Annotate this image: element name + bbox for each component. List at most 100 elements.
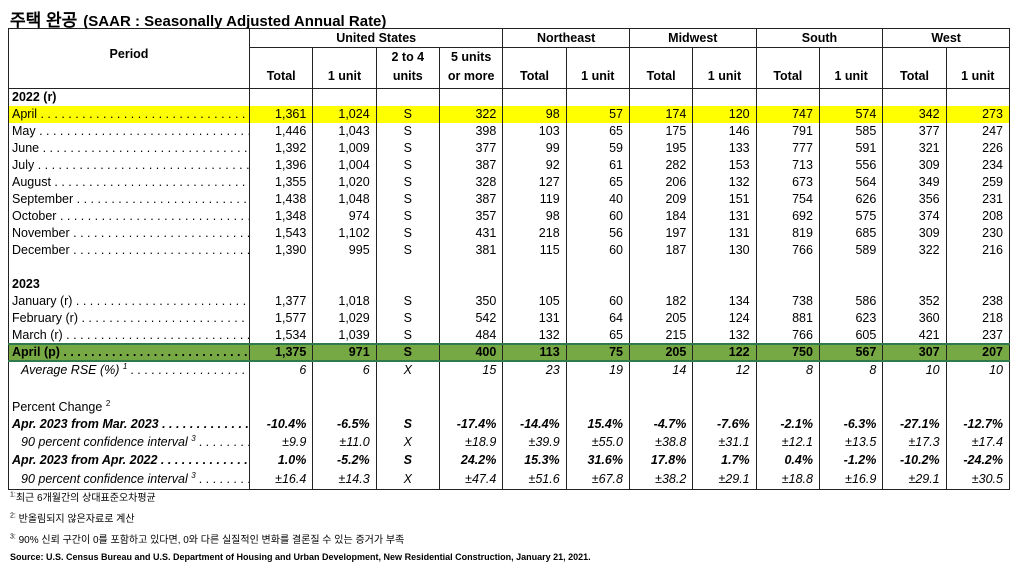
- data-cell: 153: [692, 156, 757, 174]
- data-cell: S: [375, 122, 440, 140]
- table-row: Percent Change 2: [8, 397, 1010, 415]
- row-label-text: January (r): [12, 294, 73, 308]
- data-cell: [882, 88, 947, 106]
- row-label: July: [8, 156, 250, 174]
- data-cell: -5.2%: [312, 450, 377, 469]
- data-cell: 626: [818, 190, 884, 208]
- data-cell: 350: [438, 292, 504, 310]
- row-label-text: April (p): [12, 345, 60, 359]
- data-cell: 56: [565, 224, 630, 242]
- data-cell: 120: [692, 105, 757, 123]
- row-label-text: May: [12, 124, 36, 138]
- data-cell: [755, 275, 820, 293]
- row-label: May: [8, 122, 250, 140]
- footnote-ref: 3: [191, 433, 196, 443]
- data-cell: ±29.1: [882, 468, 947, 490]
- data-cell: 8: [755, 360, 820, 378]
- data-cell: 398: [438, 122, 504, 140]
- data-cell: 238: [945, 292, 1010, 310]
- group-header: United States: [248, 28, 504, 48]
- data-cell: 40: [565, 190, 630, 208]
- data-cell: [628, 88, 694, 106]
- data-cell: -2.1%: [755, 414, 820, 433]
- data-cell: S: [375, 224, 440, 242]
- period-header: Period: [8, 28, 250, 89]
- data-cell: 182: [628, 292, 694, 310]
- data-cell: [248, 377, 314, 398]
- data-cell: 92: [502, 156, 567, 174]
- data-cell: 766: [755, 326, 820, 344]
- data-cell: 231: [945, 190, 1010, 208]
- data-cell: 195: [628, 139, 694, 157]
- data-cell: -7.6%: [692, 414, 757, 433]
- data-cell: 131: [692, 207, 757, 225]
- column-header: 1 unit: [945, 47, 1010, 89]
- data-cell: 218: [945, 309, 1010, 327]
- source-note: Source: U.S. Census Bureau and U.S. Depa…: [10, 552, 591, 562]
- data-cell: 60: [565, 241, 630, 259]
- table-row: August 1,3551,020S32812765206132673564349…: [8, 173, 1010, 191]
- data-cell: 974: [312, 207, 377, 225]
- data-cell: 623: [818, 309, 884, 327]
- data-cell: 673: [755, 173, 820, 191]
- row-label: 90 percent confidence interval 3: [8, 432, 250, 451]
- data-cell: 132: [692, 326, 757, 344]
- data-cell: 15.3%: [502, 450, 567, 469]
- data-cell: 98: [502, 207, 567, 225]
- data-cell: ±16.9: [818, 468, 884, 490]
- data-cell: 971: [312, 342, 377, 362]
- data-cell: [502, 275, 567, 293]
- table-row: Apr. 2023 from Apr. 20221.0%-5.2%S24.2%1…: [8, 450, 1010, 469]
- data-cell: 10: [882, 360, 947, 378]
- data-cell: 1,029: [312, 309, 377, 327]
- data-cell: S: [375, 105, 440, 123]
- row-label-text: 2023: [12, 277, 40, 291]
- data-cell: 208: [945, 207, 1010, 225]
- data-cell: 352: [882, 292, 947, 310]
- data-cell: ±16.4: [248, 468, 314, 490]
- data-cell: 1,020: [312, 173, 377, 191]
- data-cell: [755, 258, 820, 276]
- data-cell: ±14.3: [312, 468, 377, 490]
- data-cell: ±9.9: [248, 432, 314, 451]
- data-cell: 60: [565, 207, 630, 225]
- data-cell: 131: [692, 224, 757, 242]
- footnote-text: 반올림되지 않은자료로 계산: [15, 514, 135, 525]
- table-row: October 1,348974S357986018413169257537420…: [8, 207, 1010, 225]
- data-cell: 207: [945, 342, 1010, 362]
- data-cell: 234: [945, 156, 1010, 174]
- data-cell: 226: [945, 139, 1010, 157]
- table-row: 90 percent confidence interval 3±9.9±11.…: [8, 432, 1010, 451]
- data-cell: 307: [882, 342, 947, 362]
- data-cell: 273: [945, 105, 1010, 123]
- data-cell: 328: [438, 173, 504, 191]
- data-cell: 6: [312, 360, 377, 378]
- data-cell: 747: [755, 105, 820, 123]
- data-cell: [312, 258, 377, 276]
- row-label-text: 90 percent confidence interval: [21, 472, 188, 487]
- row-label: 2023: [8, 275, 250, 293]
- data-cell: 119: [502, 190, 567, 208]
- column-header: Total: [502, 47, 567, 89]
- row-label-text: August: [12, 175, 51, 189]
- data-cell: [755, 88, 820, 106]
- data-cell: 12: [692, 360, 757, 378]
- data-cell: [692, 377, 757, 398]
- data-cell: 349: [882, 173, 947, 191]
- data-cell: 130: [692, 241, 757, 259]
- data-cell: [628, 397, 694, 415]
- row-label-text: February (r): [12, 311, 78, 325]
- data-cell: X: [375, 360, 440, 378]
- table-row: Apr. 2023 from Mar. 2023 -10.4%-6.5%S-17.…: [8, 414, 1010, 433]
- data-cell: [818, 377, 884, 398]
- table-row: Average RSE (%) 166X1523191412881010: [8, 360, 1010, 378]
- data-cell: S: [375, 450, 440, 469]
- data-cell: 309: [882, 224, 947, 242]
- data-cell: [248, 258, 314, 276]
- data-cell: 61: [565, 156, 630, 174]
- data-cell: S: [375, 342, 440, 362]
- data-cell: 151: [692, 190, 757, 208]
- data-cell: 65: [565, 122, 630, 140]
- data-cell: 377: [438, 139, 504, 157]
- data-cell: [565, 88, 630, 106]
